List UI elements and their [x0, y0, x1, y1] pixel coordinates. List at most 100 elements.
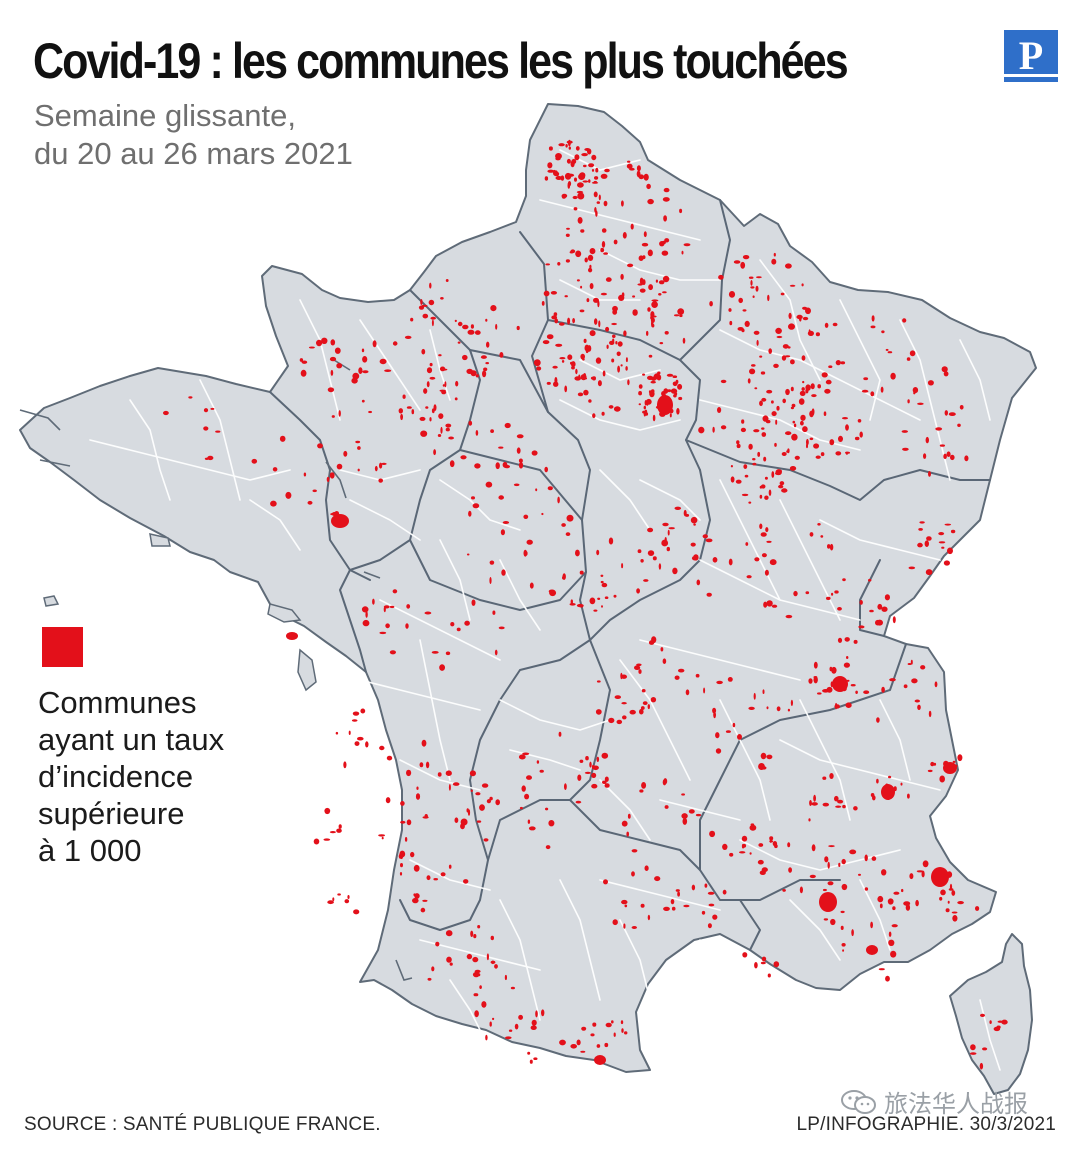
hotspot [571, 159, 577, 164]
hotspot [503, 464, 510, 469]
hotspot [743, 464, 748, 469]
hotspot [596, 756, 600, 762]
hotspot [466, 808, 469, 813]
hotspot [888, 939, 895, 946]
hotspot [763, 456, 767, 462]
hotspot [870, 391, 875, 397]
hotspot [917, 704, 921, 710]
hotspot [600, 173, 608, 179]
hotspot [489, 1021, 492, 1027]
hotspot [701, 910, 706, 915]
hotspot [989, 1020, 992, 1024]
hotspot [475, 430, 479, 436]
hotspot [431, 966, 435, 972]
hotspot [834, 702, 838, 710]
hotspot [871, 315, 875, 322]
hotspot [761, 432, 767, 437]
hotspot [498, 626, 505, 630]
hotspot [326, 476, 330, 483]
hotspot [727, 677, 733, 682]
hotspot [757, 451, 761, 457]
hotspot [671, 906, 676, 911]
hotspot [835, 451, 842, 456]
hotspot [678, 396, 683, 401]
hotspot [621, 1028, 624, 1033]
hotspot [730, 476, 735, 483]
hotspot [888, 775, 892, 779]
hotspot-large [943, 762, 957, 774]
hotspot [645, 398, 652, 405]
hotspot [832, 322, 838, 327]
hotspot [761, 867, 768, 873]
hotspot [454, 397, 458, 401]
hotspot [365, 741, 369, 748]
hotspot [668, 527, 675, 530]
hotspot [828, 365, 833, 369]
hotspot [690, 516, 698, 524]
hotspot [445, 279, 449, 282]
hotspot [426, 381, 430, 388]
hotspot [632, 295, 636, 298]
hotspot [696, 579, 701, 586]
hotspot [720, 425, 727, 430]
hotspot [810, 383, 815, 390]
hotspot [939, 896, 943, 901]
hotspot [766, 389, 773, 394]
hotspot [678, 668, 685, 673]
hotspot [876, 717, 880, 723]
hotspot [830, 918, 836, 926]
hotspot [720, 379, 727, 384]
hotspot [504, 422, 511, 429]
hotspot [640, 559, 644, 563]
hotspot [753, 330, 760, 335]
hotspot [355, 440, 361, 444]
hotspot [270, 500, 277, 507]
hotspot [840, 910, 845, 914]
hotspot [594, 207, 597, 213]
hotspot [279, 435, 286, 442]
hotspot [433, 449, 436, 456]
hotspot [823, 411, 827, 417]
hotspot [526, 775, 532, 780]
hotspot [788, 312, 792, 319]
hotspot [827, 861, 830, 869]
hotspot-large [931, 867, 949, 887]
hotspot [805, 388, 809, 394]
hotspot [824, 856, 829, 863]
hotspot [741, 328, 745, 333]
hotspot [398, 408, 403, 414]
hotspot [903, 684, 908, 689]
hotspot [429, 376, 436, 380]
hotspot [485, 362, 490, 365]
hotspot [782, 398, 786, 404]
hotspot [759, 400, 763, 407]
hotspot [589, 283, 594, 290]
hotspot [662, 275, 670, 283]
hotspot [594, 176, 599, 180]
hotspot [927, 769, 933, 773]
hotspot [643, 579, 649, 582]
hotspot [440, 872, 446, 877]
hotspot [915, 899, 919, 907]
hotspot [531, 1019, 537, 1026]
hotspot [636, 663, 642, 667]
hotspot [466, 368, 474, 374]
hotspot [753, 429, 760, 433]
hotspot [939, 775, 945, 783]
hotspot [348, 730, 351, 735]
watermark: 旅法华人战报 [840, 1084, 1028, 1119]
hotspot [418, 305, 425, 310]
hotspot [470, 930, 474, 937]
hotspot [446, 956, 452, 963]
hotspot [541, 301, 545, 306]
hotspot [789, 284, 796, 287]
hotspot [543, 290, 550, 297]
hotspot [742, 952, 748, 958]
hotspot [527, 819, 531, 824]
hotspot [682, 337, 686, 344]
hotspot [483, 367, 488, 372]
hotspot [479, 804, 485, 811]
hotspot [601, 411, 605, 416]
hotspot [926, 536, 932, 541]
hotspot [815, 332, 821, 337]
